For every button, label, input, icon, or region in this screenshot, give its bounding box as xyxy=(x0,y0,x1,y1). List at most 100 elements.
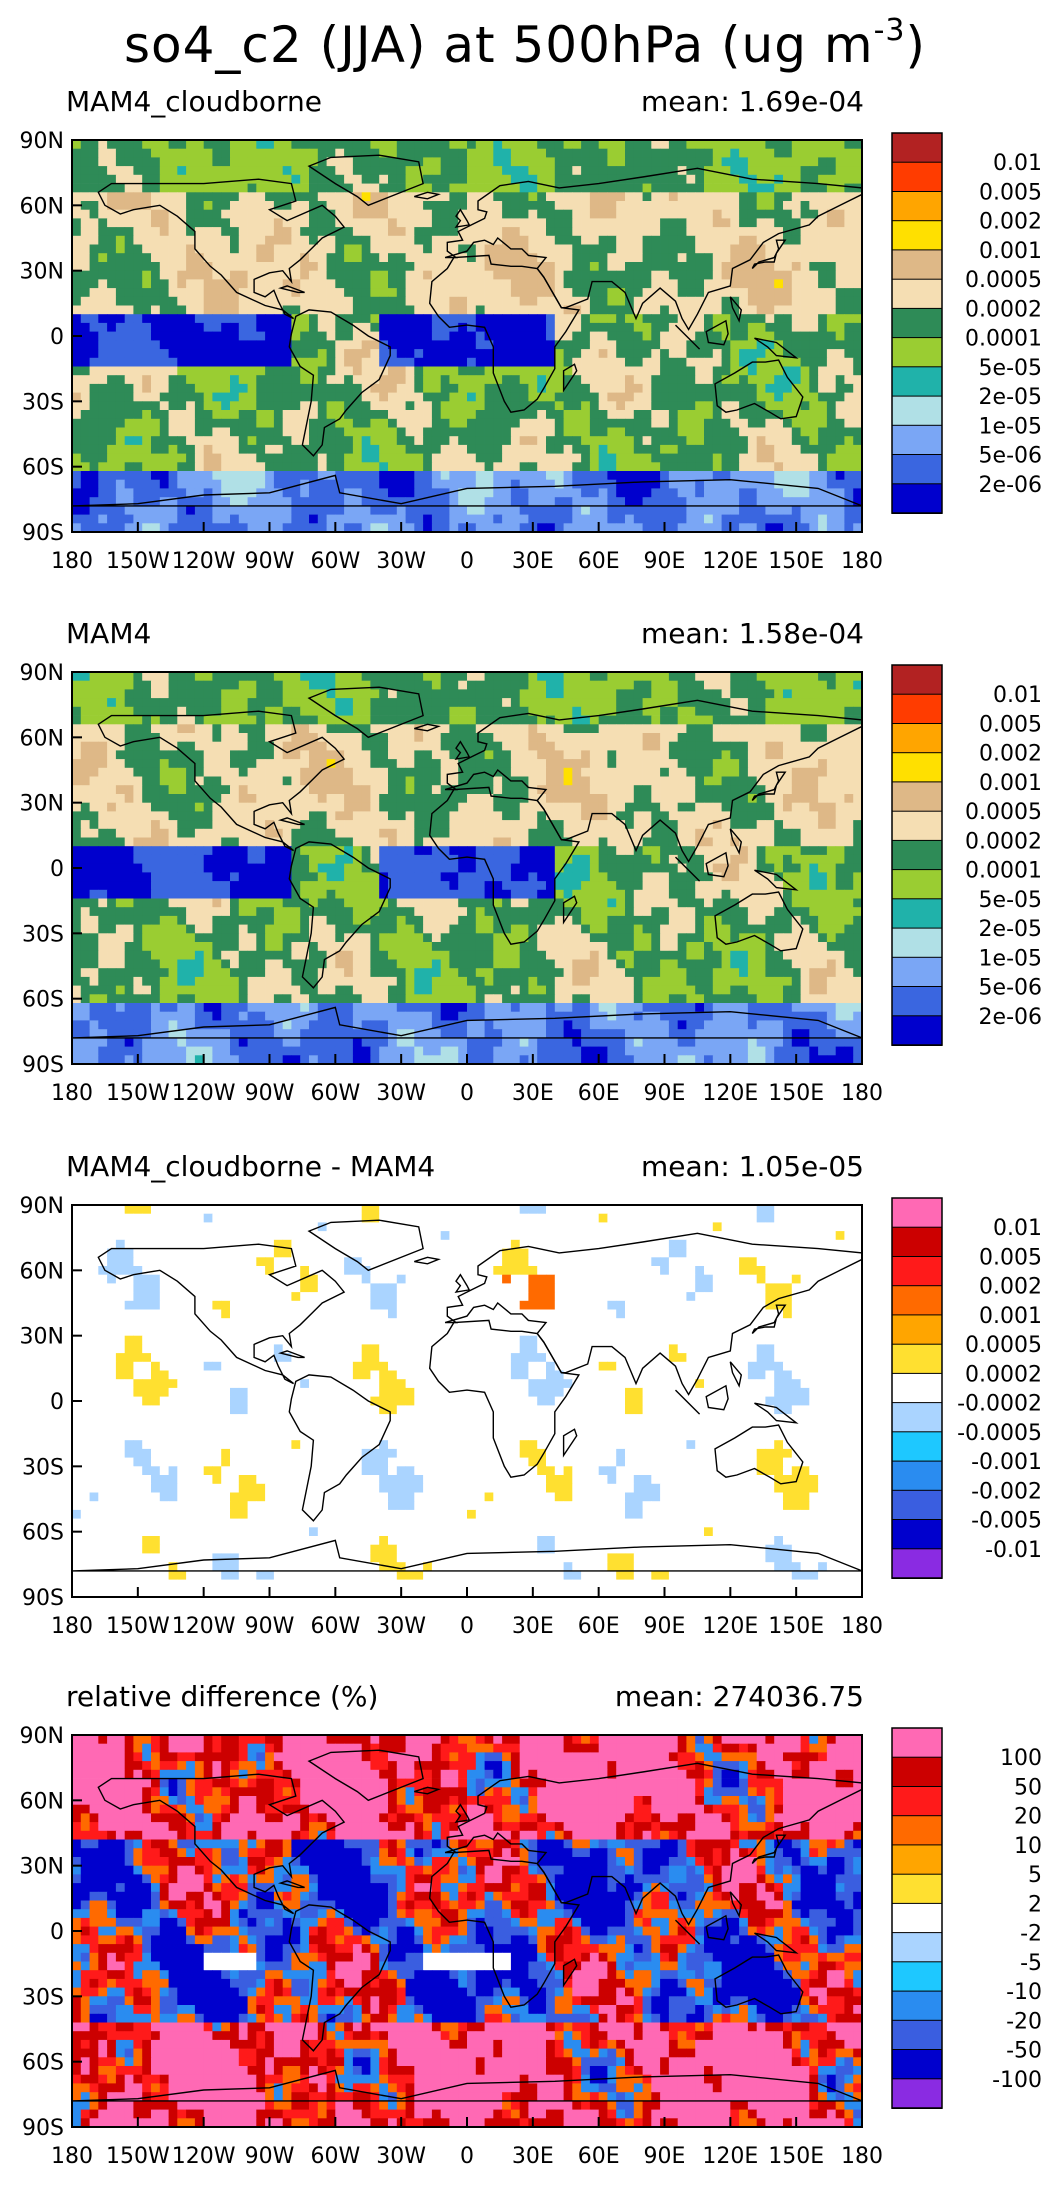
lon-tick-label: 120E xyxy=(702,1614,758,1639)
lon-tick-label: 150W xyxy=(106,549,170,574)
lat-tick-label: 30S xyxy=(22,390,64,415)
colorbar-swatch xyxy=(892,455,942,485)
colorbar-swatch xyxy=(892,1933,942,1963)
colorbar-swatch xyxy=(892,1286,942,1316)
panel-title: MAM4_cloudborne - MAM4 xyxy=(66,1150,435,1184)
map-field xyxy=(72,672,862,1064)
colorbar-label: 0.0001 xyxy=(965,327,1042,352)
lat-tick-label: 30S xyxy=(22,922,64,947)
lat-tick-label: 60S xyxy=(22,456,64,481)
lat-tick-label: 30S xyxy=(22,1455,64,1480)
lon-tick-label: 60E xyxy=(578,1614,620,1639)
colorbar-label: -10 xyxy=(1006,1980,1042,2005)
colorbar-swatch xyxy=(892,1962,942,1992)
colorbar-swatch xyxy=(892,1373,942,1403)
colorbar-label: 0.002 xyxy=(979,1275,1042,1300)
figure-title-exponent: -3 xyxy=(874,13,906,48)
colorbar-swatch xyxy=(892,1816,942,1846)
colorbar-label: 5e-05 xyxy=(979,356,1042,381)
colorbar: 0.010.0050.0020.0010.00050.0002-0.0002-0… xyxy=(892,1198,1042,1579)
panel-mean: mean: 274036.75 xyxy=(615,1680,864,1714)
lat-tick-label: 60N xyxy=(20,726,64,751)
lon-tick-label: 150W xyxy=(106,1614,170,1639)
panel-title: relative difference (%) xyxy=(66,1680,378,1714)
colorbar-swatch xyxy=(892,928,942,958)
colorbar-label: 5e-05 xyxy=(979,888,1042,913)
lat-tick-label: 30N xyxy=(20,792,64,817)
lon-tick-label: 150E xyxy=(768,1081,824,1106)
colorbar-swatch xyxy=(892,665,942,695)
colorbar-swatch xyxy=(892,1227,942,1257)
colorbar-label: 1e-05 xyxy=(979,946,1042,971)
lon-tick-label: 120E xyxy=(702,1081,758,1106)
panel-mean: mean: 1.69e-04 xyxy=(641,85,864,119)
lon-tick-label: 60E xyxy=(578,2144,620,2169)
colorbar-swatch xyxy=(892,1787,942,1817)
colorbar: 0.010.0050.0020.0010.00050.00020.00015e-… xyxy=(892,665,1042,1046)
lon-tick-label: 180 xyxy=(841,1614,883,1639)
colorbar-label: 2e-05 xyxy=(979,917,1042,942)
lon-tick-label: 150W xyxy=(106,1081,170,1106)
colorbar-swatch xyxy=(892,396,942,426)
lon-tick-label: 60E xyxy=(578,1081,620,1106)
lon-tick-label: 60E xyxy=(578,549,620,574)
colorbar-swatch xyxy=(892,840,942,870)
colorbar-label: 0.01 xyxy=(993,683,1042,708)
lat-tick-label: 60N xyxy=(20,1789,64,1814)
colorbar-swatch xyxy=(892,753,942,783)
colorbar-label: -5 xyxy=(1020,1951,1042,1976)
colorbar-label: 0.001 xyxy=(979,239,1042,264)
lon-tick-label: 180 xyxy=(51,1614,93,1639)
lon-tick-label: 120E xyxy=(702,549,758,574)
panel-title: MAM4_cloudborne xyxy=(66,85,322,119)
colorbar-swatch xyxy=(892,162,942,192)
colorbar-label: -100 xyxy=(992,2068,1042,2093)
colorbar-swatch xyxy=(892,1728,942,1758)
lon-tick-label: 30W xyxy=(376,549,426,574)
colorbar-swatch xyxy=(892,484,942,514)
lat-tick-label: 0 xyxy=(50,325,64,350)
colorbar-swatch xyxy=(892,899,942,929)
lon-tick-label: 90E xyxy=(644,1081,686,1106)
colorbar-swatch xyxy=(892,2050,942,2080)
colorbar-swatch xyxy=(892,1344,942,1374)
colorbar-swatch xyxy=(892,1991,942,2021)
lat-tick-label: 90S xyxy=(22,1053,64,1078)
colorbar-label: 0.0002 xyxy=(965,297,1042,322)
colorbar-label: -0.0002 xyxy=(957,1392,1042,1417)
lon-tick-label: 180 xyxy=(841,2144,883,2169)
colorbar-swatch xyxy=(892,425,942,455)
figure-title: so4_c2 (JJA) at 500hPa (ug m-3) xyxy=(0,0,1050,70)
map-panel: relative difference (%) mean: 274036.75 … xyxy=(0,1680,1050,2210)
lat-tick-label: 30S xyxy=(22,1985,64,2010)
colorbar-label: 0.0005 xyxy=(965,1333,1042,1358)
lon-tick-label: 90W xyxy=(245,1614,295,1639)
colorbar-label: -0.0005 xyxy=(957,1421,1042,1446)
lat-tick-label: 60S xyxy=(22,2051,64,2076)
colorbar-label: -0.005 xyxy=(971,1509,1042,1534)
colorbar-swatch xyxy=(892,2079,942,2109)
figure-title-close: ) xyxy=(906,16,927,74)
lon-tick-label: 60W xyxy=(310,1614,360,1639)
lon-tick-label: 90W xyxy=(245,549,295,574)
colorbar-label: 2 xyxy=(1028,1892,1042,1917)
lon-tick-label: 120W xyxy=(172,1081,236,1106)
colorbar-swatch xyxy=(892,724,942,754)
lon-tick-label: 90E xyxy=(644,549,686,574)
lon-tick-label: 120W xyxy=(172,549,236,574)
lon-tick-label: 0 xyxy=(460,2144,474,2169)
lon-tick-label: 120E xyxy=(702,2144,758,2169)
panel-mean: mean: 1.58e-04 xyxy=(641,617,864,651)
lon-tick-label: 30E xyxy=(512,1081,554,1106)
colorbar-label: 20 xyxy=(1014,1805,1042,1830)
map-field xyxy=(72,140,862,532)
lon-tick-label: 150E xyxy=(768,2144,824,2169)
colorbar-swatch xyxy=(892,133,942,163)
lon-tick-label: 150E xyxy=(768,549,824,574)
colorbar-swatch xyxy=(892,1845,942,1875)
colorbar-label: 5 xyxy=(1028,1863,1042,1888)
